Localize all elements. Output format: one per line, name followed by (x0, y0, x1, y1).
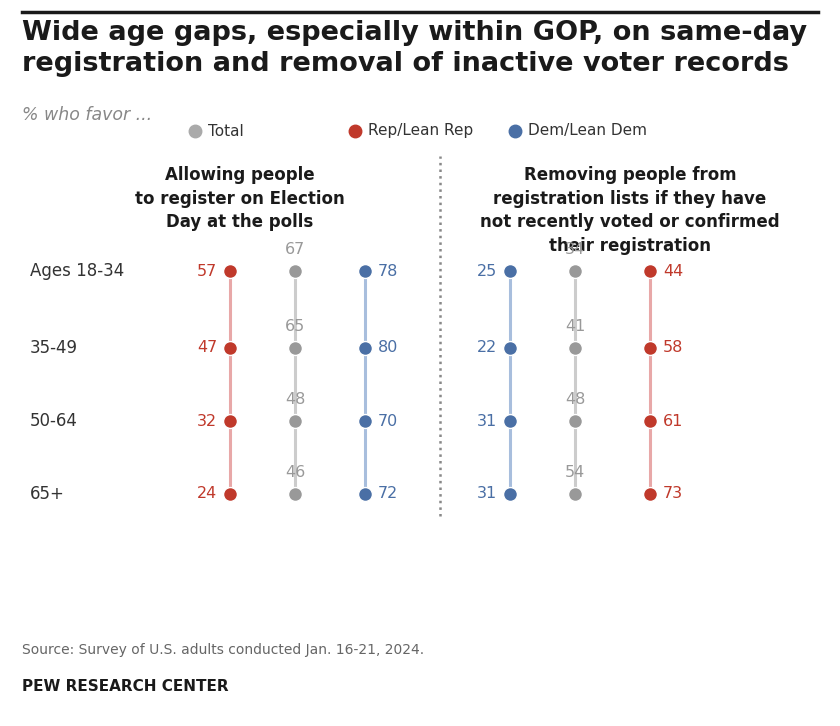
Text: 34: 34 (565, 242, 585, 257)
Text: Removing people from
registration lists if they have
not recently voted or confi: Removing people from registration lists … (480, 166, 780, 255)
Text: 57: 57 (197, 264, 217, 279)
Text: 47: 47 (197, 340, 217, 356)
Text: 65: 65 (285, 319, 305, 334)
Text: 44: 44 (663, 264, 683, 279)
Text: Dem/Lean Dem: Dem/Lean Dem (528, 123, 647, 139)
Text: 58: 58 (663, 340, 684, 356)
Text: % who favor ...: % who favor ... (22, 106, 152, 124)
Text: 35-49: 35-49 (30, 339, 78, 357)
Text: 46: 46 (285, 465, 305, 480)
Text: 73: 73 (663, 486, 683, 502)
Text: 32: 32 (197, 414, 217, 428)
Text: 61: 61 (663, 414, 684, 428)
Text: 80: 80 (378, 340, 398, 356)
Text: Source: Survey of U.S. adults conducted Jan. 16-21, 2024.: Source: Survey of U.S. adults conducted … (22, 643, 424, 657)
Text: 78: 78 (378, 264, 398, 279)
Text: Allowing people
to register on Election
Day at the polls: Allowing people to register on Election … (135, 166, 345, 231)
Text: 48: 48 (564, 392, 585, 407)
Text: 54: 54 (564, 465, 585, 480)
Text: 24: 24 (197, 486, 217, 502)
Text: 72: 72 (378, 486, 398, 502)
Text: 65+: 65+ (30, 485, 65, 503)
Text: Total: Total (208, 123, 244, 139)
Text: 41: 41 (564, 319, 585, 334)
Text: Wide age gaps, especially within GOP, on same-day
registration and removal of in: Wide age gaps, especially within GOP, on… (22, 20, 807, 77)
Text: PEW RESEARCH CENTER: PEW RESEARCH CENTER (22, 679, 228, 694)
Text: Rep/Lean Rep: Rep/Lean Rep (368, 123, 473, 139)
Text: 22: 22 (477, 340, 497, 356)
Text: 67: 67 (285, 242, 305, 257)
Text: 70: 70 (378, 414, 398, 428)
Text: 48: 48 (285, 392, 305, 407)
Text: 50-64: 50-64 (30, 412, 78, 430)
Text: Ages 18-34: Ages 18-34 (30, 262, 124, 280)
Text: 31: 31 (477, 414, 497, 428)
Text: 25: 25 (477, 264, 497, 279)
Text: 31: 31 (477, 486, 497, 502)
